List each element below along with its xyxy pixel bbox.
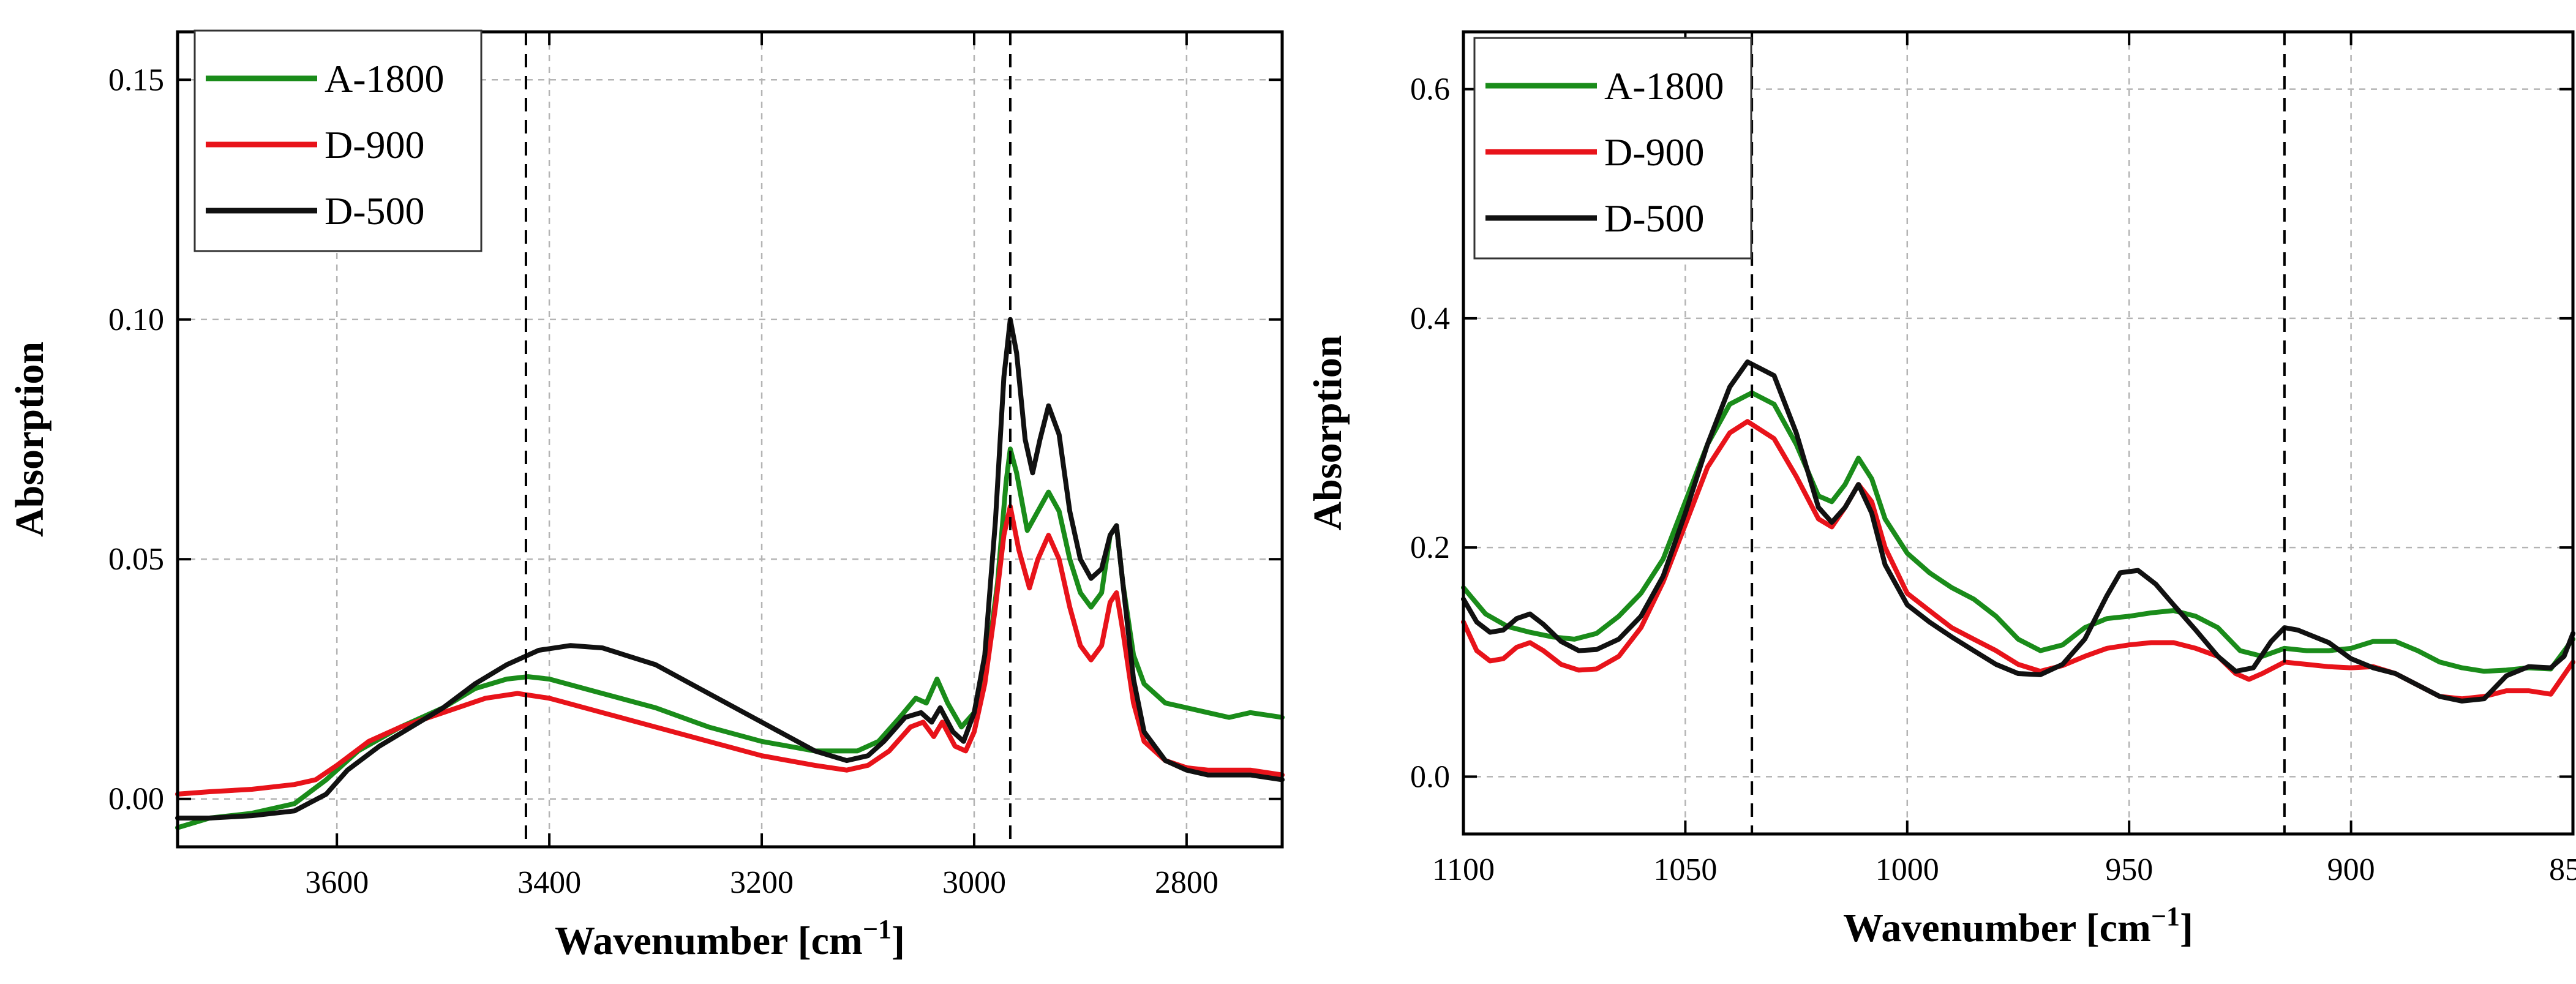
chart-left-svg: 3600 3400 3200 3000 2800 0.00 0.05 0.10 0.15 Wave… xyxy=(7,29,1285,963)
chart-1-ytick-label-0: 0.0 xyxy=(1410,759,1450,794)
chart-0-plot-frame xyxy=(176,30,1284,849)
chart-0-ylabel: Absorption xyxy=(7,342,52,537)
chart-1-series-d-900 xyxy=(1461,419,2575,702)
chart-0-legend: A-1800 D-900 D-500 xyxy=(193,29,483,252)
chart-0-legend-label-d-500: D-500 xyxy=(325,189,425,233)
chart-1-xtick-label-4: 900 xyxy=(2327,852,2375,887)
chart-0-xtick-label-4: 2800 xyxy=(1155,865,1219,900)
chart-0-ytick-label-1: 0.05 xyxy=(108,542,164,577)
chart-0-legend-label-a-1800: A-1800 xyxy=(325,57,445,100)
chart-1-legend-label-d-500: D-500 xyxy=(1604,197,1705,240)
chart-right-svg: 1100 1050 1000 950 900 850 0.0 0.2 0.4 0.6 Wavenum… xyxy=(1305,30,2576,950)
chart-1-ylabel: Absorption xyxy=(1305,335,1350,530)
chart-1-series-a-1800 xyxy=(1461,390,2575,674)
chart-1-xtick-label-0: 1100 xyxy=(1432,852,1495,887)
chart-0-xtick-label-3: 3000 xyxy=(942,865,1006,900)
chart-0-xtick-label-0: 3600 xyxy=(305,865,369,900)
chart-0-xtick-label-1: 3400 xyxy=(517,865,581,900)
chart-1-series-d-500 xyxy=(1461,359,2575,704)
chart-0-series-a-1800 xyxy=(175,446,1285,830)
chart-1-plot-frame xyxy=(1462,30,2575,836)
chart-1-legend-label-d-900: D-900 xyxy=(1604,130,1705,174)
chart-1-ytick-label-2: 0.4 xyxy=(1410,301,1450,336)
chart-1-legend-box xyxy=(1473,37,1752,260)
chart-0-ytick-label-2: 0.10 xyxy=(108,302,164,337)
chart-left: 3600 3400 3200 3000 2800 0.00 0.05 0.10 0.15 Wave… xyxy=(0,0,1286,981)
chart-1-ytick-label-3: 0.6 xyxy=(1410,72,1450,107)
chart-1-xtick-label-1: 1050 xyxy=(1653,852,1717,887)
chart-0-xtick-label-2: 3200 xyxy=(730,865,794,900)
chart-1-ytick-label-1: 0.2 xyxy=(1410,530,1450,565)
chart-0-series-d-500 xyxy=(175,317,1285,821)
chart-0-ytick-label-3: 0.15 xyxy=(108,62,164,97)
chart-1-legend-label-a-1800: A-1800 xyxy=(1604,64,1724,108)
chart-1-xtick-label-5: 850 xyxy=(2549,852,2576,887)
chart-1-xlabel: Wavenumber [cm−1] xyxy=(1843,901,2193,950)
chart-0-series-d-900 xyxy=(175,504,1285,797)
chart-0-legend-label-d-900: D-900 xyxy=(325,123,425,167)
chart-1-legend: A-1800 D-900 D-500 xyxy=(1473,37,1752,260)
chart-right: 1100 1050 1000 950 900 850 0.0 0.2 0.4 0.6 Wavenum… xyxy=(1292,0,2576,981)
chart-1-xtick-label-2: 1000 xyxy=(1876,852,1939,887)
chart-0-legend-box xyxy=(193,29,483,252)
chart-1-xtick-label-3: 950 xyxy=(2105,852,2153,887)
chart-0-xlabel: Wavenumber [cm−1] xyxy=(555,914,905,963)
chart-0-ytick-label-0: 0.00 xyxy=(108,782,164,817)
